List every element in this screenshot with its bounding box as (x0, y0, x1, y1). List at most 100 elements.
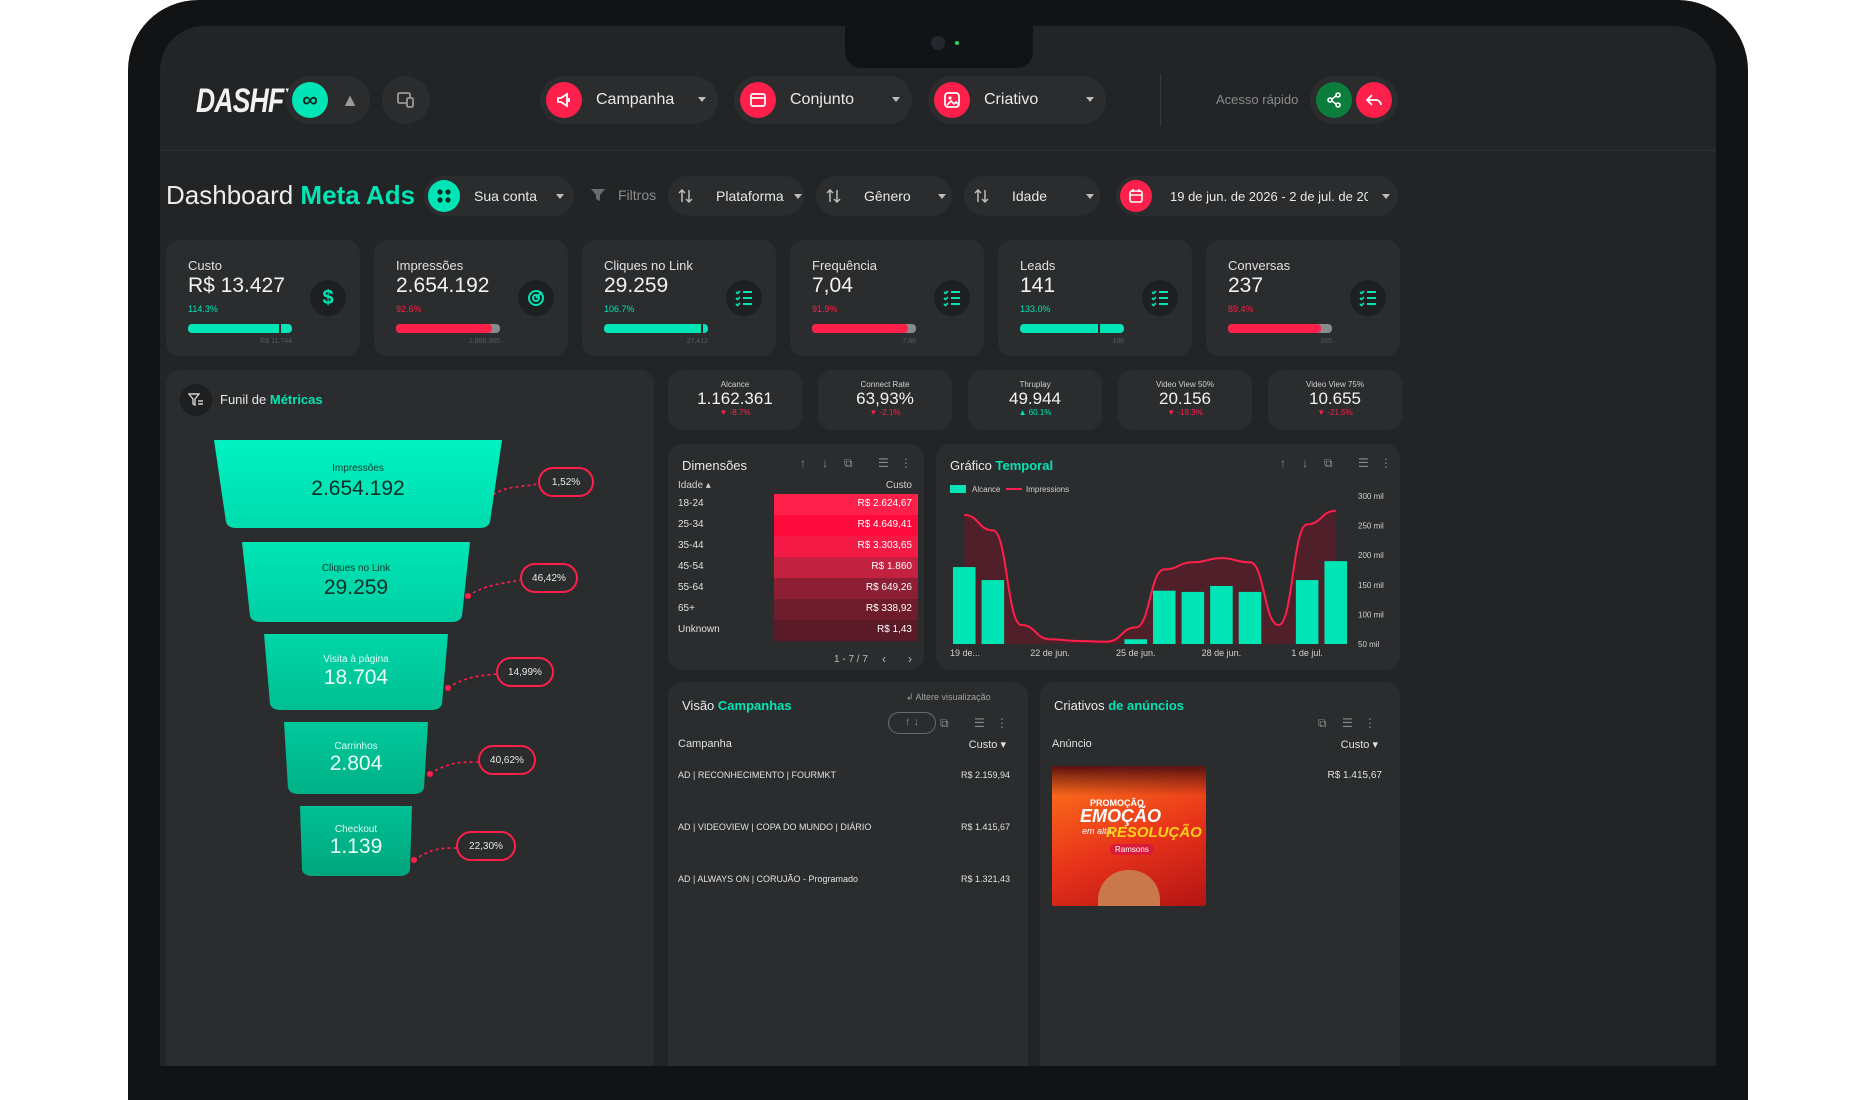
google-ads-platform-button[interactable]: ▲ (332, 82, 368, 118)
more-icon[interactable]: ⋮ (1364, 716, 1376, 730)
x-tick-label: 19 de... (950, 648, 980, 658)
age-filter-label: Idade (1012, 188, 1048, 204)
sort-up-icon[interactable]: ↑ (1280, 456, 1286, 470)
camera-notch (845, 26, 1033, 68)
kpi-percent: 106.7% (604, 304, 635, 314)
table-row[interactable]: 45-54 R$ 1.860 (668, 557, 924, 578)
table-row[interactable]: AD | ALWAYS ON | CORUJÃO - Programado R$ … (668, 872, 1028, 902)
change-view-label[interactable]: ↲ Altere visualização (906, 692, 991, 702)
kpi-percent: 91.9% (812, 304, 838, 314)
cost-cell: R$ 3.303,65 (857, 540, 913, 551)
kpi-value: 29.259 (604, 274, 669, 297)
device-view-button[interactable] (382, 76, 430, 124)
legend-swatch-alcance (950, 485, 966, 493)
table-row[interactable]: Unknown R$ 1,43 (668, 620, 924, 641)
kpi-progress-bar (1020, 324, 1124, 333)
age-filter[interactable]: Idade (964, 176, 1100, 216)
calendar-icon (1120, 180, 1152, 212)
creative-cost: R$ 1.415,67 (1327, 770, 1383, 781)
more-icon[interactable]: ⋮ (996, 716, 1008, 730)
creative-image-text: Ramsons (1110, 844, 1154, 855)
kpi-progress-bar (188, 324, 292, 333)
cost-heat-cell: R$ 3.303,65 (774, 536, 918, 557)
temporal-chart-title: Gráfico Temporal (950, 458, 1054, 473)
more-icon[interactable]: ⋮ (1380, 456, 1392, 470)
mini-kpi-card: Connect Rate 63,93% ▼ -2.1% (818, 370, 952, 430)
platform-filter[interactable]: Plataforma (668, 176, 804, 216)
table-row[interactable]: 55-64 R$ 649,26 (668, 578, 924, 599)
filter-lines-icon[interactable]: ☰ (878, 456, 889, 470)
bar-alcance (1295, 580, 1319, 644)
funnel-stage-value: 1.139 (329, 835, 383, 859)
creative-person (1098, 870, 1160, 906)
sort-down-icon[interactable]: ↓ (1302, 456, 1308, 470)
table-row[interactable]: AD | RECONHECIMENTO | FOURMKT R$ 2.159,94 (668, 768, 1028, 798)
share-button[interactable] (1316, 82, 1352, 118)
next-page-icon[interactable]: › (908, 652, 912, 666)
gender-filter-label: Gênero (864, 188, 911, 204)
table-row[interactable]: 25-34 R$ 4.649,41 (668, 515, 924, 536)
back-button[interactable] (1356, 82, 1392, 118)
arrow-down-icon: ▼ (869, 408, 880, 417)
export-icon[interactable]: ⧉ (1324, 456, 1333, 470)
kpi-value: 141 (1020, 274, 1056, 297)
platform-switcher: ∞ ▲ (286, 76, 370, 124)
sort-up-icon[interactable]: ↑ (800, 456, 806, 470)
kpi-target-marker (278, 324, 281, 333)
age-cell: 55-64 (678, 582, 704, 593)
bar-alcance (1153, 590, 1176, 644)
export-icon[interactable]: ⧉ (940, 716, 949, 730)
kpi-title: Leads (1020, 258, 1056, 273)
col-cost-header[interactable]: Custo ▾ (1340, 739, 1378, 751)
funnel-stage-label: Carrinhos (334, 740, 378, 752)
sort-down-icon[interactable]: ↓ (822, 456, 828, 470)
gender-filter[interactable]: Gênero (816, 176, 952, 216)
creative-selector[interactable]: Criativo (928, 76, 1106, 124)
date-range-picker[interactable]: 19 de jun. de 2026 - 2 de jul. de 2026 (1116, 176, 1398, 216)
funnel-rate-badge: 46,42% (520, 563, 578, 593)
col-cost-header: Custo (885, 480, 912, 491)
funnel-stage: Impressões 2.654.192 (208, 440, 508, 528)
creative-thumbnail[interactable]: PROMOÇÃO EMOÇÃO em alta RESOLUÇÃO Ramson… (1052, 766, 1206, 906)
filter-lines-icon[interactable]: ☰ (1342, 716, 1353, 730)
age-cell: 25-34 (678, 519, 704, 530)
x-tick-label: 1 de jul. (1291, 648, 1323, 658)
kpi-title: Frequência (812, 258, 878, 273)
chevron-down-icon (1086, 97, 1094, 102)
funnel-rate-badge: 40,62% (478, 745, 536, 775)
mini-kpi-percent: ▼ -19.3% (1167, 408, 1203, 417)
kpi-value: 237 (1228, 274, 1264, 297)
campaign-selector[interactable]: Campanha (540, 76, 718, 124)
x-tick-label: 28 de jun. (1202, 648, 1242, 658)
sort-toggle[interactable]: ↑ ↓ (888, 712, 936, 734)
export-icon[interactable]: ⧉ (844, 456, 853, 470)
kpi-target: R$ 11.744 (260, 338, 292, 345)
google-ads-icon: ▲ (341, 89, 359, 110)
filter-lines-icon[interactable]: ☰ (974, 716, 985, 730)
col-age-header[interactable]: Idade ▴ (678, 480, 711, 491)
adset-selector[interactable]: Conjunto (734, 76, 912, 124)
mini-kpi-title: Thruplay (1019, 380, 1051, 389)
export-icon[interactable]: ⧉ (1318, 716, 1327, 730)
kpi-card: Leads 141 133.0% 106 (998, 240, 1192, 356)
table-row[interactable]: 65+ R$ 338,92 (668, 599, 924, 620)
table-row[interactable]: AD | VIDEOVIEW | COPA DO MUNDO | DIÁRIO R… (668, 820, 1028, 850)
meta-platform-button[interactable]: ∞ (292, 82, 328, 118)
kpi-title: Custo (188, 258, 222, 273)
account-selector[interactable]: Sua conta (424, 176, 574, 216)
mini-kpi-card: Alcance 1.162.361 ▼ -8.7% (668, 370, 802, 430)
bar-alcance (1324, 561, 1347, 644)
table-row[interactable]: 18-24 R$ 2.624,67 (668, 494, 924, 515)
cost-cell: R$ 1,43 (876, 624, 912, 635)
table-row[interactable]: 35-44 R$ 3.303,65 (668, 536, 924, 557)
dimensions-controls: ↑ ↓ ⧉ ☰ ⋮ (800, 456, 920, 472)
age-cell: 45-54 (678, 561, 704, 572)
prev-page-icon[interactable]: ‹ (882, 652, 886, 666)
col-ad-header: Anúncio (1052, 738, 1092, 750)
more-icon[interactable]: ⋮ (900, 456, 912, 470)
col-cost-header[interactable]: Custo ▾ (968, 739, 1006, 751)
line-impressions (964, 509, 1336, 643)
bar-alcance (1210, 585, 1233, 644)
kpi-progress-fill (1228, 324, 1321, 333)
filter-lines-icon[interactable]: ☰ (1358, 456, 1369, 470)
